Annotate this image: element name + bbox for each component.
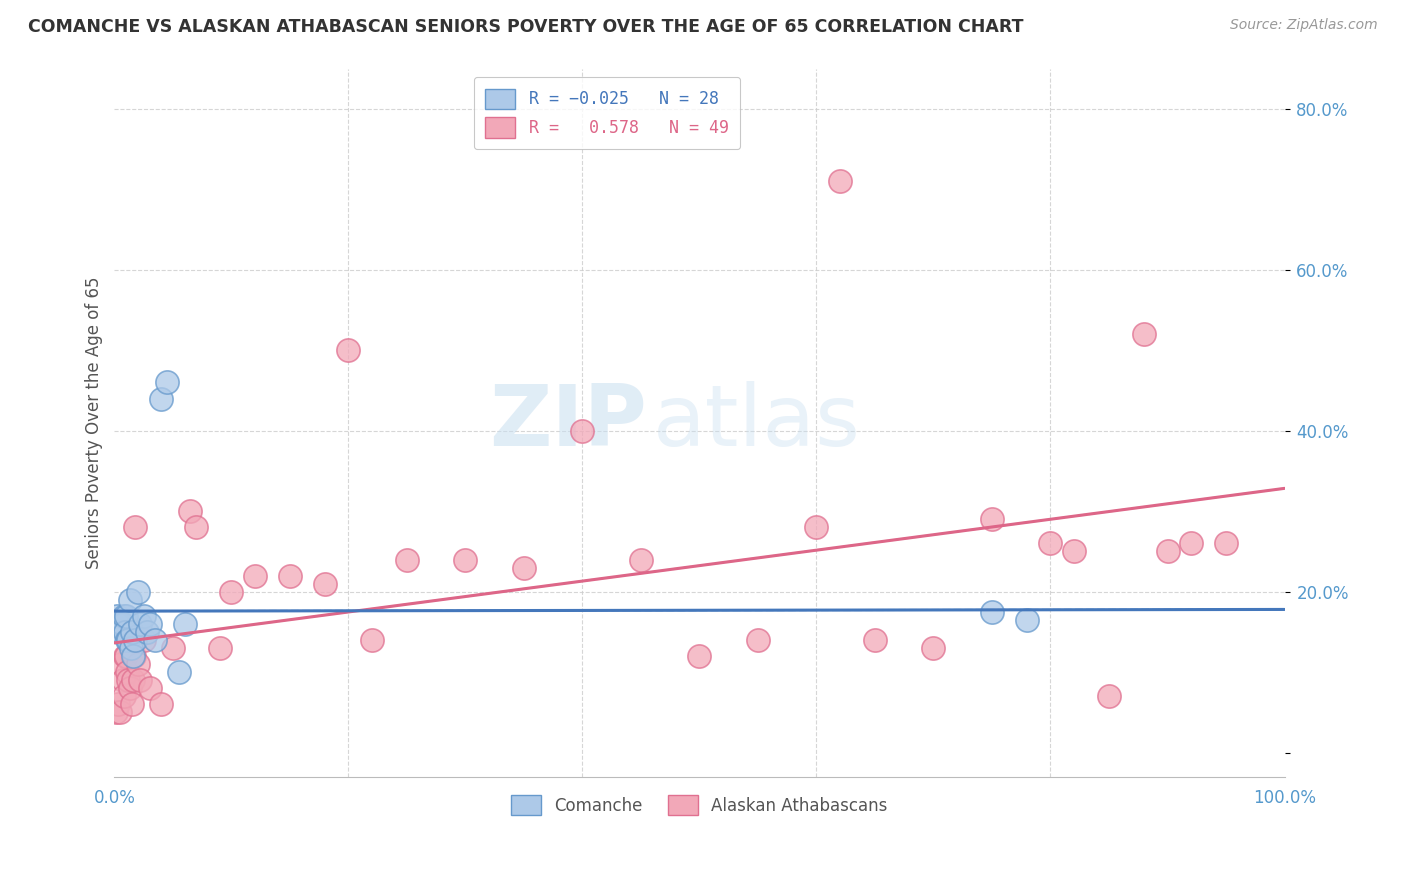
Point [571,424,593,438]
Point [747,633,769,648]
Text: COMANCHE VS ALASKAN ATHABASCAN SENIORS POVERTY OVER THE AGE OF 65 CORRELATION CH: COMANCHE VS ALASKAN ATHABASCAN SENIORS P… [28,18,1024,36]
Point [150,698,173,712]
Point [132,633,155,648]
Point [122,673,145,688]
Point [115,649,138,664]
Point [278,568,301,582]
Point [112,690,135,704]
Point [129,616,152,631]
Point [138,681,160,696]
Point [129,673,152,688]
Point [107,698,129,712]
Point [124,520,146,534]
Point [117,673,139,688]
Point [162,641,184,656]
Y-axis label: Seniors Poverty Over the Age of 65: Seniors Poverty Over the Age of 65 [86,277,103,569]
Point [630,552,652,566]
Point [110,657,132,672]
Point [395,552,418,566]
Point [981,512,1004,526]
Legend: Comanche, Alaskan Athabascans: Comanche, Alaskan Athabascans [502,785,897,825]
Text: ZIP: ZIP [489,381,647,464]
Point [105,608,128,623]
Point [1180,536,1202,550]
Point [150,392,173,406]
Point [337,343,360,358]
Point [117,633,139,648]
Point [118,681,141,696]
Point [1156,544,1178,558]
Point [1098,690,1121,704]
Point [121,698,143,712]
Point [1215,536,1237,550]
Point [145,633,167,648]
Point [1063,544,1085,558]
Point [118,592,141,607]
Point [114,624,136,639]
Point [243,568,266,582]
Point [922,641,945,656]
Point [132,608,155,623]
Point [115,608,138,623]
Point [167,665,190,680]
Point [127,584,149,599]
Point [112,608,135,623]
Point [360,633,382,648]
Point [104,706,127,720]
Point [208,641,231,656]
Point [127,657,149,672]
Point [110,706,132,720]
Point [1017,613,1039,627]
Point [117,665,139,680]
Point [863,633,886,648]
Point [136,624,159,639]
Point [1133,327,1156,342]
Text: atlas: atlas [652,381,860,464]
Point [314,576,336,591]
Point [124,633,146,648]
Point [156,376,179,390]
Point [173,616,195,631]
Point [121,624,143,639]
Point [688,649,710,664]
Point [117,633,139,648]
Point [179,504,201,518]
Point [828,174,851,188]
Point [124,649,146,664]
Point [513,560,536,574]
Point [806,520,828,534]
Point [110,624,132,639]
Point [111,673,134,688]
Point [221,584,243,599]
Point [981,605,1004,619]
Point [186,520,208,534]
Point [120,641,142,656]
Point [122,649,145,664]
Point [110,616,132,631]
Point [454,552,477,566]
Point [111,616,134,631]
Point [138,616,160,631]
Point [108,624,131,639]
Text: Source: ZipAtlas.com: Source: ZipAtlas.com [1230,18,1378,32]
Point [1039,536,1062,550]
Point [107,616,129,631]
Point [114,649,136,664]
